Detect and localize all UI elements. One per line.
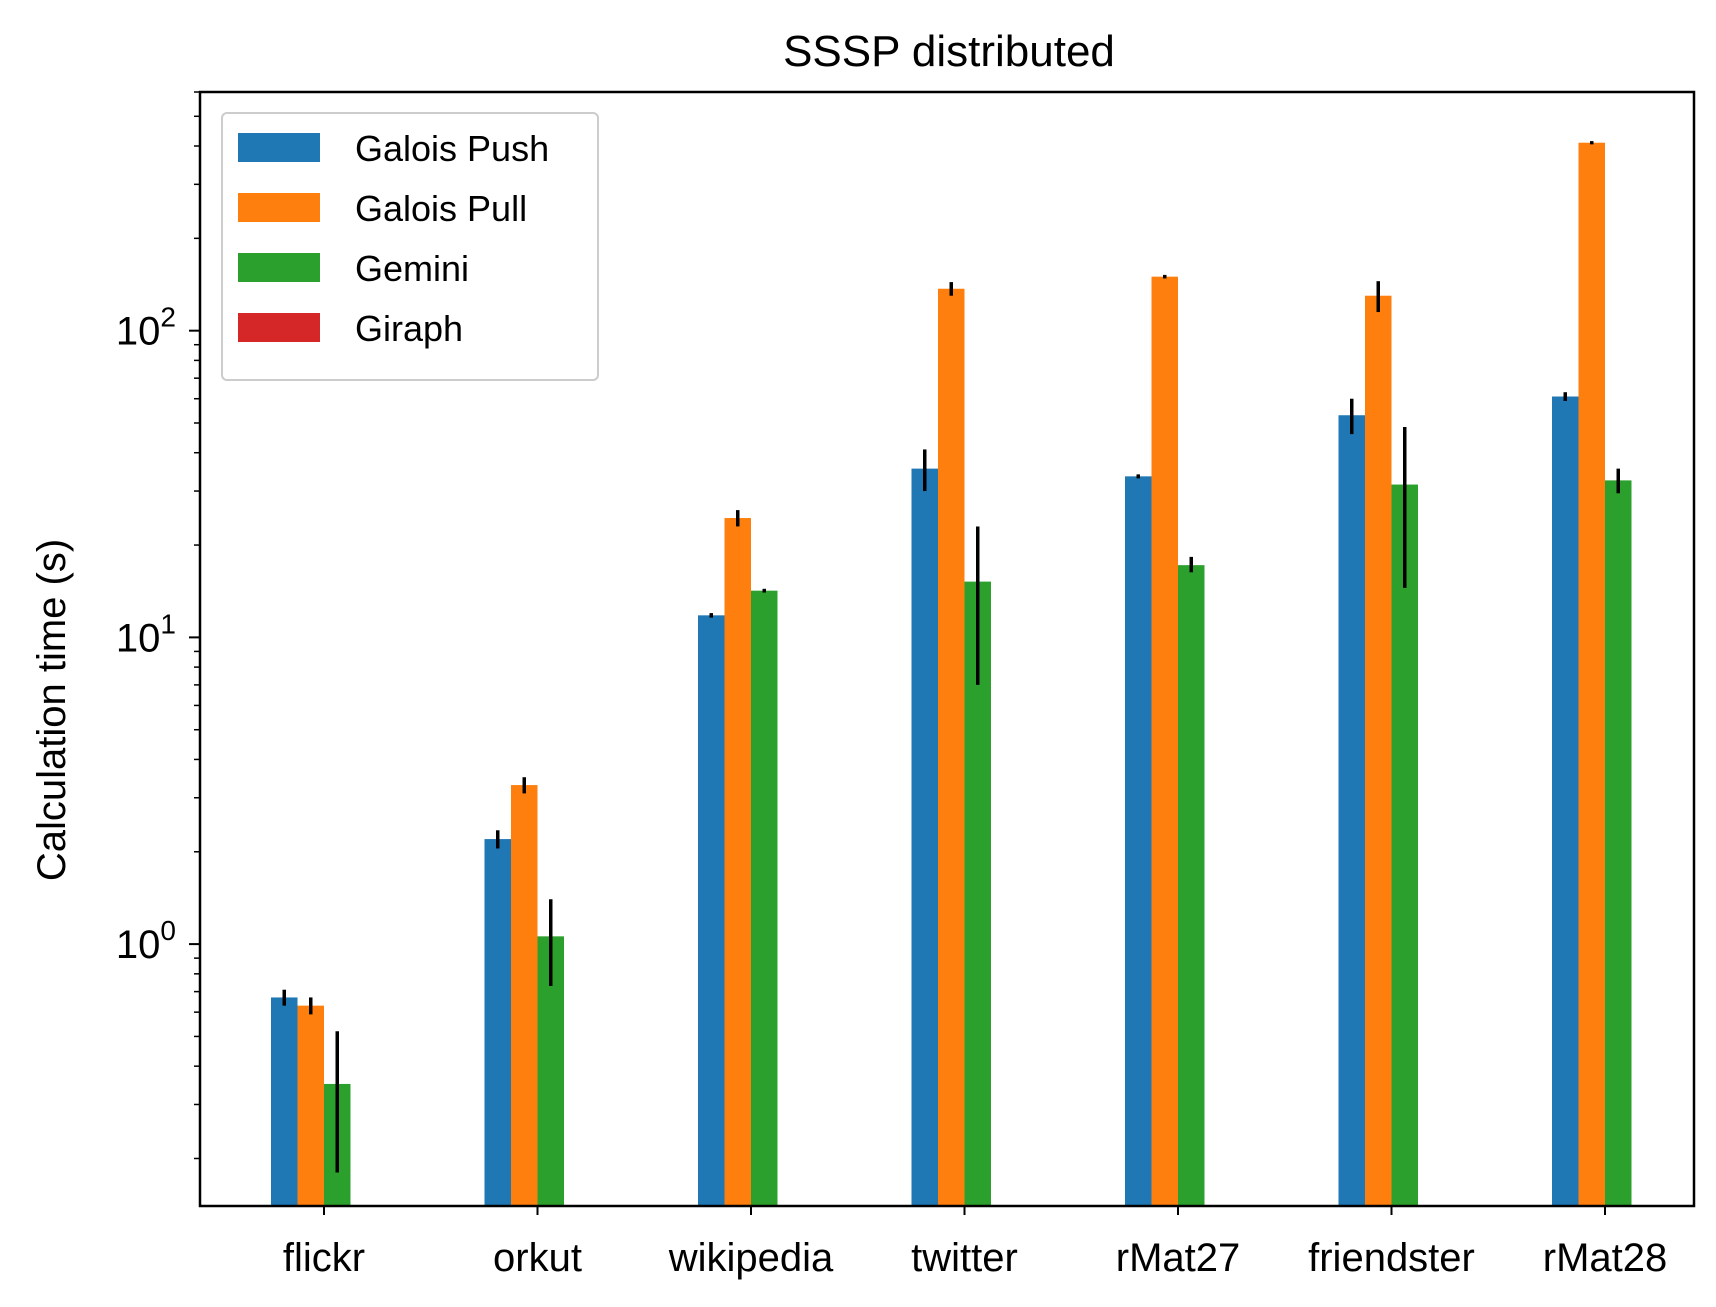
x-tick-label: flickr (283, 1236, 365, 1280)
x-tick-label: friendster (1308, 1236, 1475, 1280)
bar-gemini-wikipedia (751, 590, 778, 1206)
bar-galois-push-twitter (911, 468, 938, 1206)
bar-gemini-rmat28 (1605, 480, 1632, 1206)
bar-galois-push-orkut (484, 839, 511, 1206)
chart-title: SSSP distributed (783, 27, 1115, 76)
bar-galois-pull-rmat27 (1151, 276, 1178, 1206)
bar-gemini-friendster (1391, 484, 1418, 1207)
legend-swatch-galois-push (238, 133, 320, 162)
legend-label-gemini: Gemini (355, 248, 469, 289)
plot-area: flickr orkut wikipedia twitter rMat27 friends… (116, 91, 1668, 1280)
bar-galois-push-friendster (1338, 415, 1365, 1206)
legend-swatch-giraph (238, 313, 320, 342)
x-tick-label: rMat28 (1543, 1236, 1668, 1280)
y-tick-label: 100 (116, 915, 176, 967)
legend-label-galois-push: Galois Push (355, 128, 549, 169)
y-axis-label: Calculation time (s) (30, 539, 74, 881)
bar-galois-push-rmat28 (1552, 396, 1579, 1207)
x-tick-label: wikipedia (668, 1236, 834, 1280)
y-tick-label: 102 (116, 302, 176, 354)
legend-label-galois-pull: Galois Pull (355, 188, 527, 229)
bar-galois-push-wikipedia (698, 615, 725, 1206)
bar-galois-pull-rmat28 (1578, 142, 1605, 1207)
bar-galois-push-rmat27 (1125, 476, 1152, 1207)
bar-galois-pull-wikipedia (724, 518, 751, 1206)
bar-galois-pull-twitter (938, 288, 965, 1206)
x-tick-label: orkut (493, 1236, 582, 1280)
legend-swatch-galois-pull (238, 193, 320, 222)
bar-galois-pull-orkut (511, 785, 538, 1206)
bar-galois-push-flickr (271, 997, 298, 1206)
y-tick-label: 101 (116, 608, 176, 660)
legend: Galois Push Galois Pull Gemini Giraph (221, 112, 599, 381)
x-tick-label: twitter (911, 1236, 1018, 1280)
bar-galois-pull-flickr (297, 1005, 324, 1206)
legend-label-giraph: Giraph (355, 308, 463, 349)
bar-galois-pull-friendster (1365, 295, 1392, 1206)
legend-swatch-gemini (238, 253, 320, 282)
bar-gemini-twitter (964, 581, 991, 1206)
x-tick-label: rMat27 (1116, 1236, 1241, 1280)
plot-frame (198, 90, 1696, 1208)
bar-gemini-rmat27 (1178, 565, 1205, 1206)
